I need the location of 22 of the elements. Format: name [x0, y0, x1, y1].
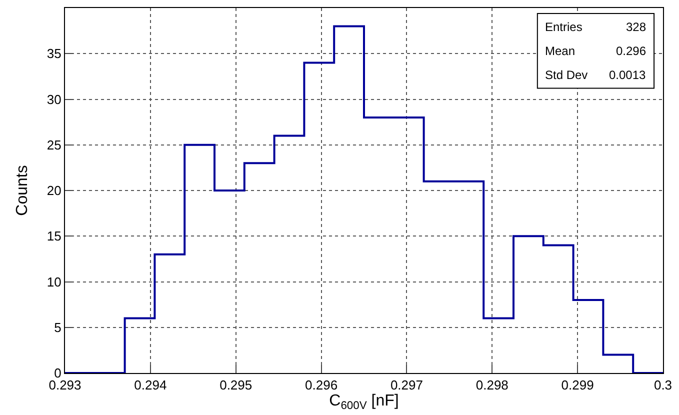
y-tick-label: 10	[46, 274, 62, 290]
annotation: Mean	[545, 44, 576, 58]
x-tick-label: 0.297	[390, 378, 423, 393]
y-tick-label: 25	[46, 137, 62, 152]
y-tick-label: 30	[46, 92, 62, 107]
y-tick-label: 20	[46, 183, 62, 198]
annotation: Std Dev	[545, 68, 588, 82]
x-tick-label: 0.299	[561, 378, 594, 393]
x-tick-label: 0.294	[134, 378, 167, 393]
y-axis-title: Counts	[14, 165, 31, 216]
x-tick-label: 0.298	[476, 378, 508, 393]
y-tick-label: 15	[46, 228, 62, 244]
annotation: 328	[626, 20, 646, 34]
x-tick-label: 0.3	[654, 378, 672, 393]
y-tick-label: 35	[46, 46, 62, 62]
y-tick-label: 5	[54, 320, 62, 335]
x-tick-label: 0.295	[220, 378, 252, 393]
x-axis-title: C$_{600V}$ [nF]	[329, 392, 399, 412]
annotation: 0.296	[616, 44, 646, 58]
x-tick-label: 0.296	[305, 378, 338, 393]
annotation: 0.0013	[609, 68, 646, 82]
annotation: Entries	[545, 20, 582, 34]
